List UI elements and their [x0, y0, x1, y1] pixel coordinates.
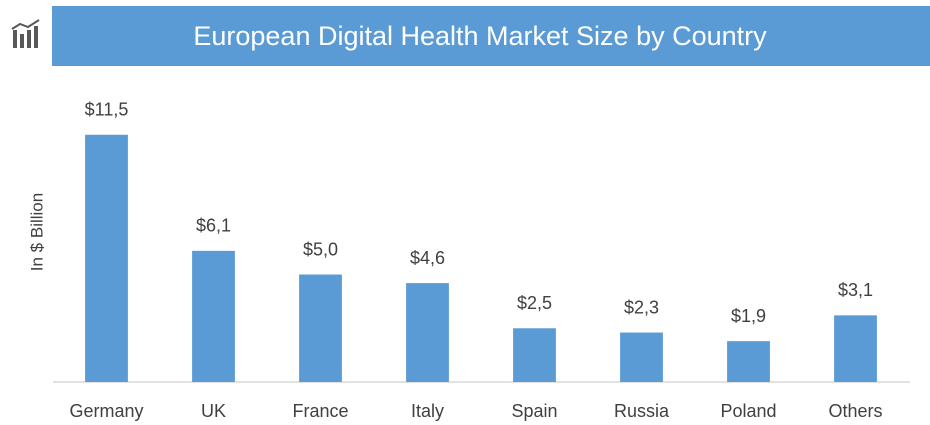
x-tick-label: Poland	[720, 401, 776, 421]
bar	[192, 250, 235, 382]
x-tick-label: France	[292, 401, 348, 421]
x-tick-label: Russia	[614, 401, 670, 421]
bar	[299, 274, 342, 382]
chart-title: European Digital Health Market Size by C…	[193, 21, 767, 51]
data-label: $2,5	[517, 293, 552, 313]
bar	[620, 332, 663, 382]
x-tick-label: Spain	[511, 401, 557, 421]
icon-box	[0, 6, 52, 66]
data-label: $1,9	[731, 306, 766, 326]
x-tick-label: UK	[201, 401, 226, 421]
x-tick-label: Germany	[69, 401, 143, 421]
bar	[406, 283, 449, 382]
chart-icon	[11, 19, 40, 48]
data-label: $4,6	[410, 248, 445, 268]
bar	[834, 315, 877, 382]
data-label: $6,1	[196, 216, 231, 236]
y-axis-label: In $ Billion	[27, 193, 46, 271]
data-label: $5,0	[303, 239, 338, 259]
bar	[85, 134, 128, 382]
bar	[727, 341, 770, 382]
x-tick-label: Others	[828, 401, 882, 421]
header-bar	[0, 6, 930, 66]
data-label: $11,5	[85, 100, 129, 120]
data-label: $3,1	[838, 280, 873, 300]
bar	[513, 328, 556, 382]
data-label: $2,3	[624, 297, 659, 317]
x-tick-label: Italy	[411, 401, 444, 421]
